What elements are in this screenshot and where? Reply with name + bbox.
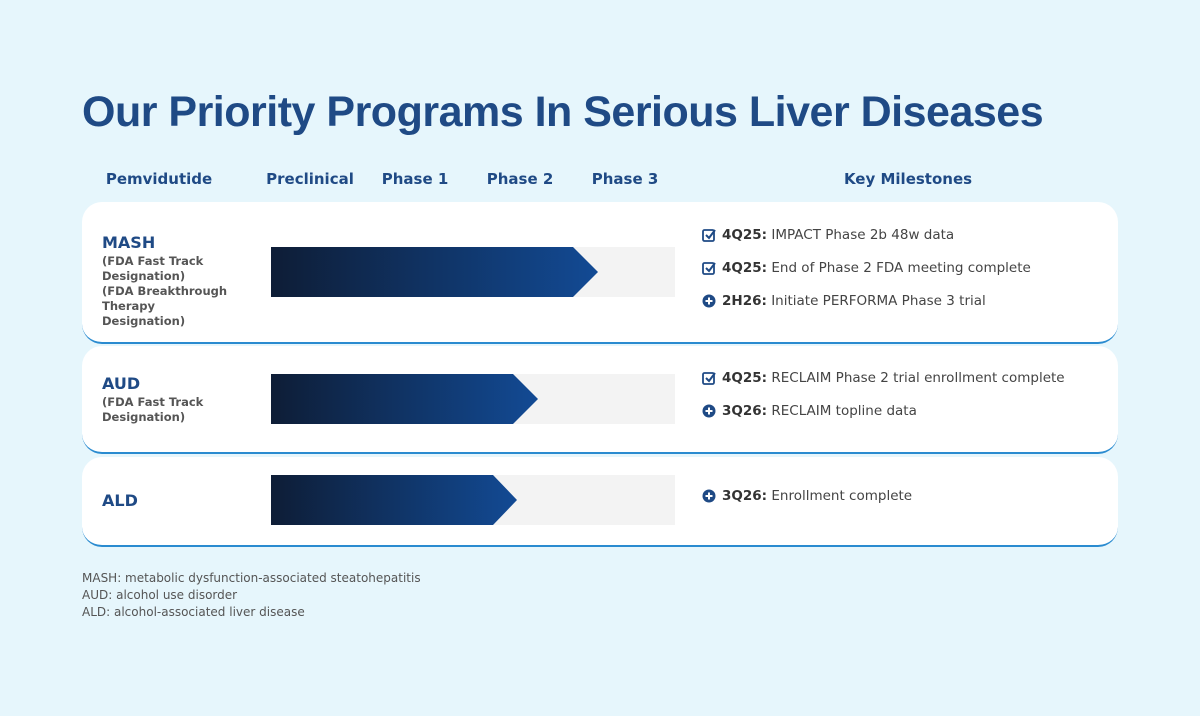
milestone-date: 2H26:: [722, 293, 767, 309]
milestone-text: IMPACT Phase 2b 48w data: [771, 227, 955, 243]
milestone-date: 4Q25:: [722, 260, 768, 276]
progress-track: [271, 475, 675, 525]
progress-track: [271, 374, 675, 424]
milestone-date: 3Q26:: [722, 488, 768, 504]
program-card: ALD 3Q26: Enrollment complete: [82, 457, 1118, 547]
program: AUD (FDA Fast Track Designation): [102, 374, 232, 425]
column-header: Phase 3: [591, 170, 659, 188]
column-header: Phase 1: [381, 170, 449, 188]
check-icon: [702, 372, 716, 385]
progress-track: [271, 247, 675, 297]
program-name: AUD: [102, 374, 141, 393]
footnote: ALD: alcohol-associated liver disease: [82, 605, 305, 619]
progress-arrow: [271, 475, 517, 525]
milestone-date: 4Q25:: [722, 227, 768, 243]
column-header: Preclinical: [266, 170, 354, 188]
column-header: Phase 2: [486, 170, 554, 188]
check-icon: [702, 262, 716, 275]
milestone-date: 3Q26:: [722, 403, 768, 419]
column-header: Key Milestones: [843, 170, 973, 188]
milestone-text: End of Phase 2 FDA meeting complete: [771, 260, 1031, 276]
footnote: AUD: alcohol use disorder: [82, 588, 238, 602]
plus-icon: [702, 404, 716, 418]
progress-arrow: [271, 374, 538, 424]
milestone-text: Initiate PERFORMA Phase 3 trial: [771, 293, 986, 309]
program-note: (FDA Breakthrough Therapy Designation): [102, 284, 228, 328]
program-card: AUD (FDA Fast Track Designation) 4Q25: R…: [82, 346, 1118, 454]
program-card: MASH (FDA Fast Track Designation) (FDA B…: [82, 202, 1118, 344]
milestone-text: Enrollment complete: [771, 488, 913, 504]
milestone-date: 4Q25:: [722, 370, 768, 386]
plus-icon: [702, 489, 716, 503]
program-name: ALD: [102, 491, 138, 510]
column-header: Pemvidutide: [105, 170, 213, 188]
milestone-text: RECLAIM topline data: [771, 403, 917, 419]
footnote: MASH: metabolic dysfunction-associated s…: [82, 571, 421, 585]
plus-icon: [702, 294, 716, 308]
program-note: (FDA Fast Track Designation): [102, 395, 204, 424]
progress-arrow: [271, 247, 598, 297]
program: MASH (FDA Fast Track Designation) (FDA B…: [102, 233, 232, 329]
title: Our Priority Programs In Serious Liver D…: [82, 88, 1044, 136]
program-name: MASH: [102, 233, 156, 252]
milestone-text: RECLAIM Phase 2 trial enrollment complet…: [771, 370, 1065, 386]
program-note: (FDA Fast Track Designation): [102, 254, 204, 283]
check-icon: [702, 229, 716, 242]
program: ALD: [102, 491, 138, 510]
